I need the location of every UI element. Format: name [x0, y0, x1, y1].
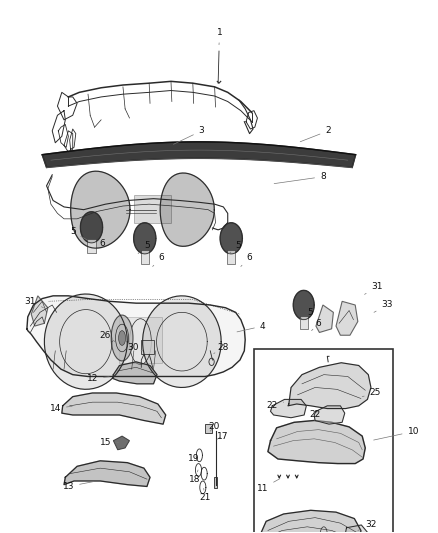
Text: 3: 3 — [173, 126, 205, 144]
Polygon shape — [160, 173, 214, 246]
Text: 22: 22 — [309, 410, 321, 419]
Text: 31: 31 — [364, 282, 383, 294]
Polygon shape — [71, 171, 130, 248]
Polygon shape — [271, 399, 306, 418]
Text: 17: 17 — [217, 432, 228, 441]
Bar — [88, 239, 95, 253]
Polygon shape — [31, 296, 48, 326]
Text: 15: 15 — [100, 438, 119, 447]
Polygon shape — [81, 212, 102, 243]
Bar — [141, 250, 149, 264]
Text: 32: 32 — [358, 520, 377, 530]
Polygon shape — [143, 296, 221, 387]
Polygon shape — [288, 363, 371, 409]
Text: 19: 19 — [188, 455, 200, 464]
Text: 33: 33 — [374, 301, 393, 312]
Text: 8: 8 — [274, 172, 326, 183]
Polygon shape — [134, 223, 156, 254]
Text: 18: 18 — [189, 470, 201, 483]
Text: 12: 12 — [87, 374, 109, 383]
Text: 26: 26 — [99, 331, 115, 342]
Text: 25: 25 — [362, 389, 381, 398]
Bar — [205, 424, 212, 433]
Polygon shape — [44, 294, 127, 389]
Text: 11: 11 — [257, 479, 280, 493]
Bar — [227, 250, 235, 264]
Polygon shape — [268, 421, 365, 464]
Bar — [254, 349, 393, 533]
Bar — [134, 195, 171, 222]
Text: 5: 5 — [229, 241, 241, 254]
Polygon shape — [220, 223, 242, 254]
Polygon shape — [345, 525, 368, 533]
Text: 5: 5 — [300, 308, 313, 320]
Text: 16: 16 — [0, 532, 1, 533]
Polygon shape — [259, 510, 361, 533]
Polygon shape — [316, 305, 333, 333]
Circle shape — [119, 330, 126, 345]
Bar — [300, 316, 307, 329]
Polygon shape — [64, 461, 150, 487]
Bar — [119, 317, 162, 363]
Text: 10: 10 — [374, 427, 419, 440]
Text: 1: 1 — [217, 28, 223, 45]
Polygon shape — [113, 362, 157, 384]
Polygon shape — [42, 142, 356, 167]
Circle shape — [111, 315, 133, 361]
Polygon shape — [27, 296, 245, 376]
Text: 2: 2 — [300, 126, 331, 142]
Text: 30: 30 — [127, 343, 143, 352]
Text: 20: 20 — [208, 422, 219, 431]
Text: 31: 31 — [25, 297, 43, 308]
Text: 6: 6 — [241, 253, 252, 266]
Polygon shape — [62, 393, 166, 424]
Text: 14: 14 — [49, 404, 72, 413]
Text: 21: 21 — [199, 488, 210, 502]
Text: 6: 6 — [311, 319, 321, 330]
Text: 4: 4 — [237, 321, 265, 332]
Text: 5: 5 — [138, 241, 150, 254]
Polygon shape — [293, 290, 314, 320]
Bar — [214, 478, 217, 488]
Bar — [141, 340, 153, 354]
Text: 28: 28 — [214, 343, 229, 353]
Text: 5: 5 — [70, 227, 88, 240]
Text: 13: 13 — [63, 481, 94, 491]
Polygon shape — [113, 436, 130, 450]
Text: 6: 6 — [96, 239, 105, 254]
Polygon shape — [336, 301, 358, 335]
Text: 22: 22 — [267, 401, 284, 410]
Text: 6: 6 — [152, 253, 164, 266]
Polygon shape — [314, 406, 345, 424]
